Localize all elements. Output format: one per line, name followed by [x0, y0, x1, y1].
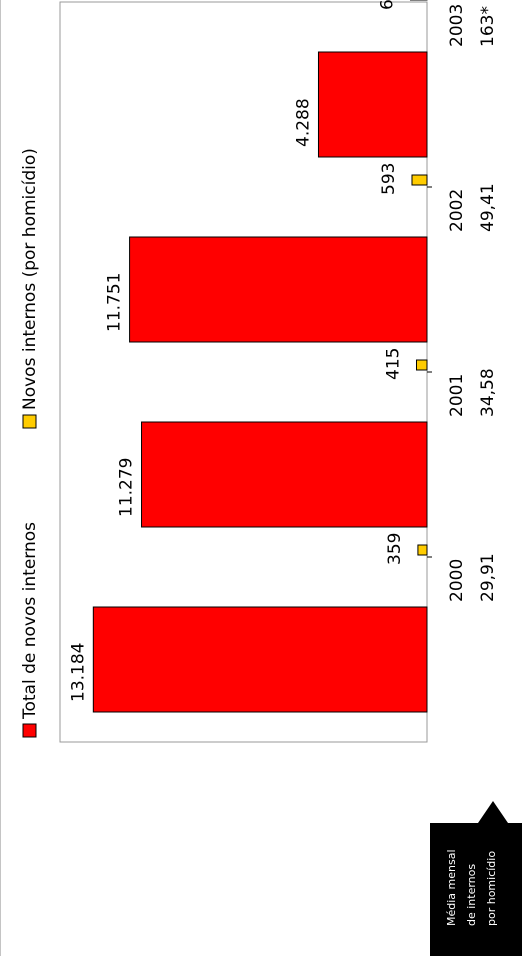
bar-label-homicide-2002: 593	[379, 163, 399, 195]
legend: Total de novos internos Novos internos (…	[20, 148, 40, 738]
bar-total-2002	[129, 236, 428, 343]
bar-label-homicide-2001: 415	[383, 348, 403, 380]
category-label-2000: 2000	[447, 559, 467, 602]
monthly-average-2001: 34,58	[478, 368, 498, 417]
category-label-2003: 2003	[447, 4, 467, 47]
chart-marks: 13.184 359 2000 29,91 11.279 415 2001 34,58 11.7…	[68, 0, 498, 713]
monthly-average-2002: 49,41	[478, 183, 498, 232]
bar-label-total-2003: 4.288	[293, 98, 313, 147]
legend-swatch-homicide	[22, 414, 37, 429]
bar-homicide-2000	[417, 544, 428, 556]
caption-line-2: de internos	[465, 864, 478, 926]
category-label-2002: 2002	[447, 189, 467, 232]
bar-label-total-2002: 11.751	[105, 273, 125, 332]
caption-line-3: por homicídio	[485, 851, 498, 926]
legend-swatch-total	[22, 723, 37, 738]
category-label-2001: 2001	[447, 374, 467, 417]
monthly-average-caption: Média mensal de internos por homicídio	[430, 801, 522, 956]
bar-label-homicide-2000: 359	[385, 533, 405, 565]
bar-label-homicide-2003: 652*	[377, 0, 397, 10]
bar-homicide-2001	[415, 359, 428, 371]
bar-homicide-2002	[411, 174, 428, 186]
caption-arrow-shape	[430, 801, 522, 956]
legend-label-homicide: Novos internos (por homicídio)	[20, 148, 40, 410]
monthly-average-2003: 163*	[478, 6, 498, 47]
monthly-average-2000: 29,91	[478, 553, 498, 602]
bar-total-2000	[92, 606, 428, 713]
bar-label-total-2001: 11.279	[117, 458, 137, 517]
bar-total-2003	[317, 51, 428, 158]
bar-label-total-2000: 13.184	[68, 643, 88, 702]
legend-label-total: Total de novos internos	[20, 522, 40, 720]
caption-line-1: Média mensal	[445, 849, 458, 926]
bar-total-2001	[141, 421, 428, 528]
